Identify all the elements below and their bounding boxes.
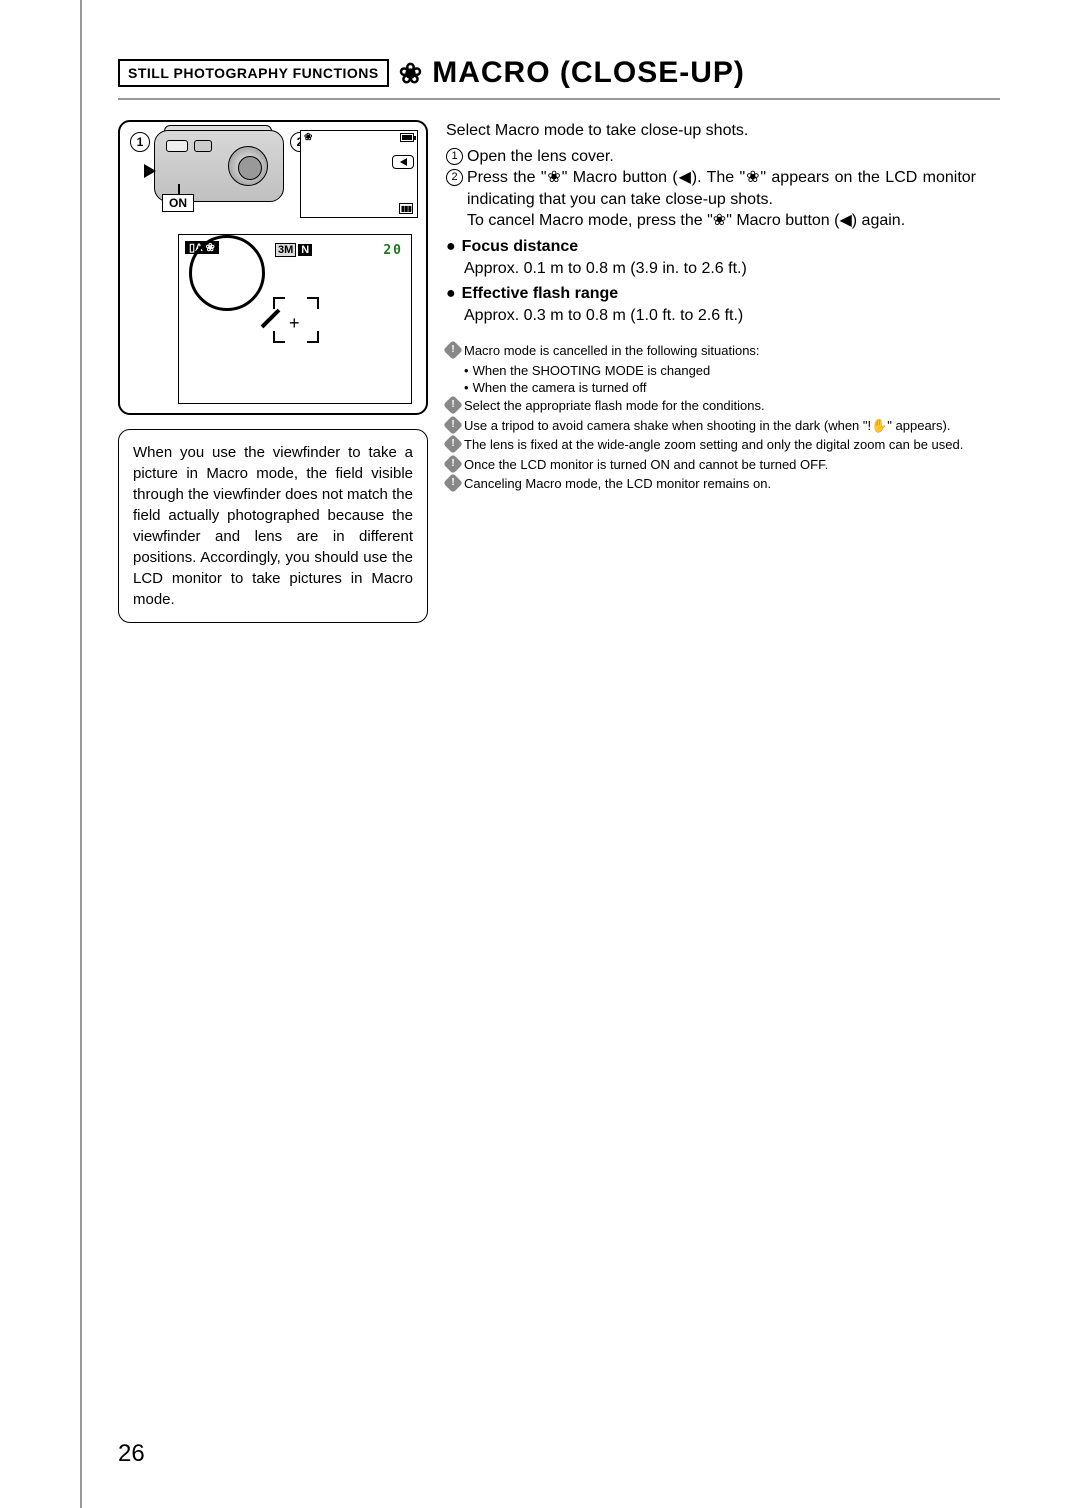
- note-sub: When the SHOOTING MODE is changed: [464, 362, 976, 380]
- lcd-small: ❀ ▮▮▮: [300, 130, 418, 218]
- page-number: 26: [118, 1440, 145, 1468]
- step-number-2: 2: [446, 169, 463, 186]
- magnifier-icon: [189, 235, 265, 311]
- lcd-enlarged: ▯A ❀ 3M N 20 +: [178, 234, 412, 404]
- lcd-shot-count: 20: [383, 243, 403, 258]
- macro-flower-icon: ❀: [399, 57, 422, 90]
- camera-viewfinder: [194, 140, 212, 152]
- step-number-1: 1: [446, 148, 463, 165]
- note-item: Canceling Macro mode, the LCD monitor re…: [446, 475, 976, 493]
- lcd-people-icon: ▮▮▮: [399, 203, 413, 214]
- caution-icon: [443, 415, 463, 435]
- note-item: The lens is fixed at the wide-angle zoom…: [446, 436, 976, 454]
- lcd-resolution: 3M N: [275, 243, 312, 257]
- focus-cross-icon: +: [289, 313, 300, 334]
- spec-flash: ● Effective flash range: [446, 283, 976, 305]
- spec-flash-value: Approx. 0.3 m to 0.8 m (1.0 ft. to 2.6 f…: [464, 305, 976, 327]
- step-2: 2 Press the "❀" Macro button (◀). The "❀…: [446, 167, 976, 210]
- spec-focus: ● Focus distance: [446, 236, 976, 258]
- note-item: Select the appropriate flash mode for th…: [446, 397, 976, 415]
- caution-icon: [443, 340, 463, 360]
- camera-flash: [166, 140, 188, 152]
- caution-icon: [443, 454, 463, 474]
- open-arrow-icon: [144, 164, 156, 178]
- page-header: STILL PHOTOGRAPHY FUNCTIONS ❀ MACRO (CLO…: [118, 56, 1000, 100]
- page-title: MACRO (CLOSE-UP): [432, 56, 745, 90]
- camera-diagram: 1 ON 2 ❀ ▮▮▮: [118, 120, 428, 415]
- note-sub: When the camera is turned off: [464, 379, 976, 397]
- instructions: Select Macro mode to take close-up shots…: [446, 120, 976, 623]
- caution-notes: Macro mode is cancelled in the following…: [446, 342, 976, 492]
- viewfinder-note: When you use the viewfinder to take a pi…: [118, 429, 428, 623]
- intro-text: Select Macro mode to take close-up shots…: [446, 120, 976, 142]
- lcd-macro-icon: ❀: [304, 132, 312, 144]
- spec-focus-value: Approx. 0.1 m to 0.8 m (3.9 in. to 2.6 f…: [464, 258, 976, 280]
- battery-icon: [400, 133, 414, 142]
- caution-icon: [443, 473, 463, 493]
- step-2-cancel: To cancel Macro mode, press the "❀" Macr…: [467, 210, 976, 232]
- caution-icon: [443, 434, 463, 454]
- caution-icon: [443, 395, 463, 415]
- note-item: Once the LCD monitor is turned ON and ca…: [446, 456, 976, 474]
- camera-lens: [228, 146, 268, 186]
- callout-1: 1: [130, 132, 150, 152]
- step-1: 1 Open the lens cover.: [446, 146, 976, 168]
- note-item: Use a tripod to avoid camera shake when …: [446, 417, 976, 435]
- note-item: Macro mode is cancelled in the following…: [446, 342, 976, 360]
- lcd-left-button-icon: [392, 155, 414, 169]
- on-label: ON: [162, 194, 194, 212]
- header-badge: STILL PHOTOGRAPHY FUNCTIONS: [118, 59, 389, 87]
